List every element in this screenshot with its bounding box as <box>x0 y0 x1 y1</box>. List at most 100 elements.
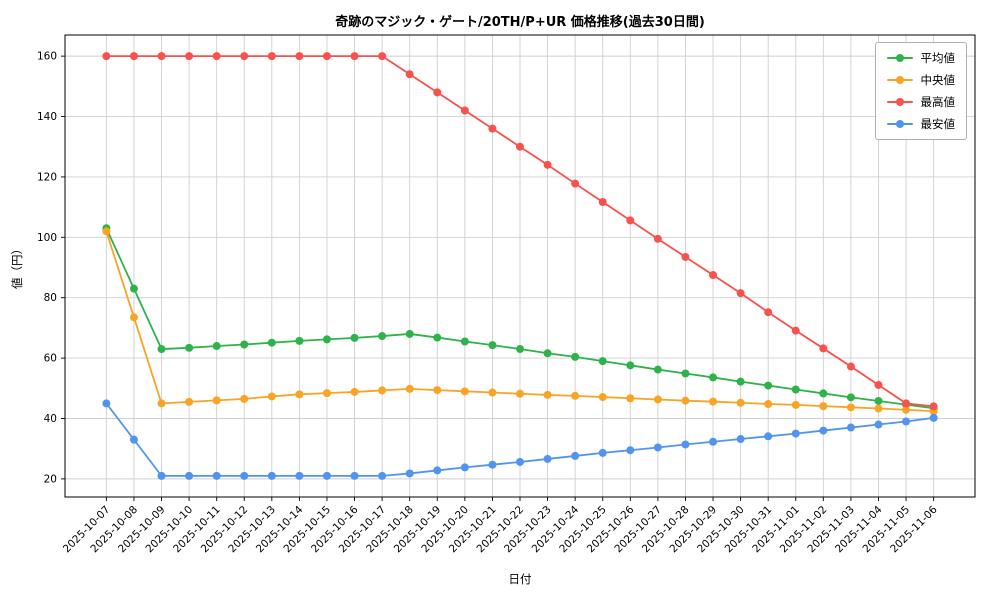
data-point-min <box>460 463 469 472</box>
data-point-min <box>626 446 635 455</box>
data-point-average <box>874 396 883 405</box>
y-tick-label: 140 <box>37 111 57 123</box>
data-point-average <box>681 369 690 378</box>
data-point-max <box>653 234 662 243</box>
legend: 平均値 中央値 最高値 最安値 <box>874 42 967 140</box>
data-point-max <box>350 52 359 61</box>
data-point-max <box>791 326 800 335</box>
plot-border <box>64 34 976 498</box>
data-point-median <box>405 384 414 393</box>
legend-dot <box>895 76 904 84</box>
data-point-median <box>736 398 745 407</box>
data-point-min <box>902 417 911 426</box>
y-tick-label: 20 <box>44 473 57 485</box>
data-point-median <box>433 386 442 395</box>
data-point-max <box>322 52 331 61</box>
data-point-max <box>571 179 580 188</box>
data-point-min <box>350 471 359 480</box>
data-point-average <box>240 340 249 349</box>
data-point-max <box>764 308 773 317</box>
data-point-median <box>295 390 304 399</box>
data-point-max <box>874 380 883 389</box>
data-point-median <box>846 403 855 412</box>
data-point-average <box>543 349 552 358</box>
data-point-median <box>791 400 800 409</box>
data-point-median <box>212 396 221 405</box>
legend-label: 最安値 <box>920 117 956 131</box>
data-point-min <box>129 435 138 444</box>
data-point-max <box>240 52 249 61</box>
data-point-max <box>846 362 855 371</box>
data-point-average <box>212 342 221 351</box>
legend-item-median: 中央値 <box>886 72 956 88</box>
data-point-median <box>626 394 635 403</box>
data-point-min <box>212 471 221 480</box>
data-point-average <box>571 352 580 361</box>
data-point-max <box>736 289 745 298</box>
data-point-average <box>460 337 469 346</box>
data-point-median <box>488 388 497 397</box>
data-point-average <box>378 332 387 341</box>
data-point-min <box>157 471 166 480</box>
legend-line-marker-icon <box>886 97 913 107</box>
data-point-average <box>598 357 607 366</box>
data-point-average <box>322 335 331 344</box>
data-point-median <box>157 399 166 408</box>
data-point-max <box>543 160 552 169</box>
data-point-min <box>598 448 607 457</box>
data-point-min <box>791 429 800 438</box>
data-point-average <box>488 341 497 350</box>
data-point-average <box>405 329 414 338</box>
legend-dot <box>895 54 904 62</box>
data-point-min <box>322 471 331 480</box>
data-point-median <box>240 394 249 403</box>
data-point-min <box>764 432 773 441</box>
data-point-min <box>378 471 387 480</box>
data-point-max <box>129 52 138 61</box>
data-point-average <box>846 393 855 402</box>
data-point-max <box>598 197 607 206</box>
data-point-median <box>185 397 194 406</box>
data-point-min <box>543 454 552 463</box>
data-point-min <box>681 440 690 449</box>
y-tick-label: 100 <box>37 232 57 244</box>
legend-line-marker-icon <box>886 53 913 63</box>
data-point-max <box>102 52 111 61</box>
data-point-median <box>543 390 552 399</box>
chart-title: 奇跡のマジック・ゲート/20TH/P+UR 価格推移(過去30日間) <box>335 15 705 30</box>
legend-dot <box>895 98 904 106</box>
data-point-average <box>157 345 166 354</box>
legend-line-marker-icon <box>886 75 913 85</box>
data-point-min <box>819 426 828 435</box>
data-point-max <box>433 88 442 97</box>
data-point-median <box>267 392 276 401</box>
data-point-max <box>709 271 718 280</box>
data-point-min <box>709 437 718 446</box>
data-point-average <box>185 343 194 352</box>
data-point-max <box>516 142 524 151</box>
data-point-min <box>102 399 111 408</box>
data-point-average <box>626 361 635 370</box>
data-point-min <box>267 471 276 480</box>
y-tick-label: 160 <box>37 51 57 63</box>
data-point-max <box>212 52 221 61</box>
data-point-median <box>902 405 911 414</box>
data-point-median <box>129 313 138 322</box>
data-point-median <box>874 404 883 413</box>
legend-label: 中央値 <box>920 73 956 87</box>
data-point-average <box>433 333 442 342</box>
y-tick-label: 80 <box>44 292 57 304</box>
y-axis-label: 値（円） <box>10 243 24 289</box>
data-point-median <box>322 389 331 398</box>
data-point-average <box>709 373 718 382</box>
data-point-min <box>653 443 662 452</box>
data-point-median <box>709 397 718 406</box>
data-point-average <box>764 381 773 390</box>
data-point-max <box>929 402 938 411</box>
data-point-median <box>653 395 662 404</box>
legend-item-max: 最高値 <box>886 94 955 110</box>
data-point-median <box>571 391 580 400</box>
data-point-average <box>736 377 745 386</box>
